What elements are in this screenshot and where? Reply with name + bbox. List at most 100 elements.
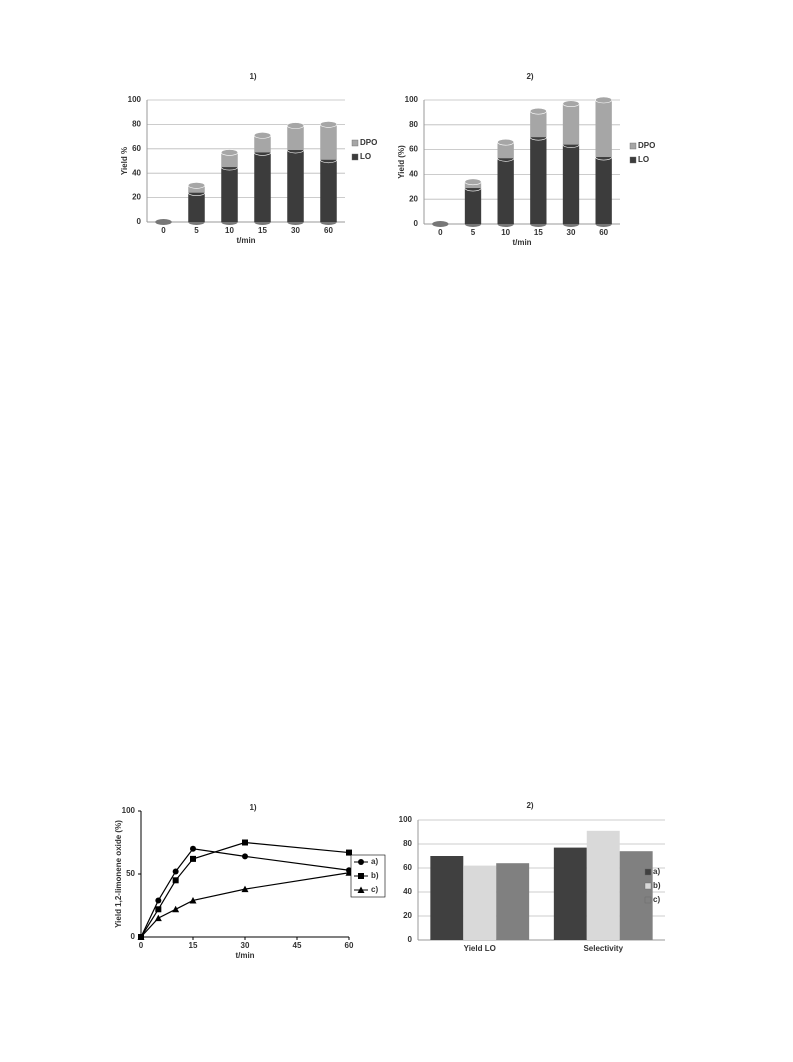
chart: 1) Yield % t/min 0 20 40 60 80 100 0 5 10 15 30 60 DPO L… bbox=[120, 72, 377, 245]
chart: 2) Yield (%) t/min 0 20 40 60 80 100 0 5 10 15 30 60 DP… bbox=[397, 72, 655, 247]
y-tick-label: 80 bbox=[403, 839, 412, 848]
x-axis-label: t/min bbox=[236, 236, 255, 245]
bar-segment bbox=[188, 192, 205, 222]
chart-title: 2) bbox=[526, 801, 533, 810]
x-tick-label: 60 bbox=[324, 226, 333, 235]
legend-label: LO bbox=[360, 152, 371, 161]
x-tick-label: 15 bbox=[189, 941, 198, 950]
x-tick-label: 15 bbox=[534, 228, 543, 237]
y-tick-label: 0 bbox=[408, 935, 413, 944]
legend-label: b) bbox=[653, 881, 661, 890]
legend-label: a) bbox=[371, 857, 378, 866]
legend-marker bbox=[357, 886, 365, 893]
cylinder-top bbox=[253, 132, 272, 139]
cylinder-top bbox=[464, 178, 482, 186]
marker bbox=[154, 914, 162, 922]
bar bbox=[619, 851, 653, 940]
line bbox=[140, 848, 350, 938]
bar-segment bbox=[254, 152, 271, 222]
y-axis-label: Yield 1,2-limonene oxide (%) bbox=[114, 820, 123, 928]
y-tick-label: 60 bbox=[403, 863, 412, 872]
y-axis-label: Yield (%) bbox=[397, 145, 406, 179]
bar-segment bbox=[497, 142, 514, 159]
cylinder-top bbox=[319, 121, 338, 128]
x-tick-label: 60 bbox=[599, 228, 608, 237]
cylinder-base bbox=[432, 221, 449, 227]
x-tick-label: 5 bbox=[471, 228, 476, 237]
y-tick-label: 0 bbox=[137, 217, 142, 226]
cylinder-top bbox=[187, 182, 206, 189]
legend-swatch bbox=[644, 896, 652, 904]
marker bbox=[189, 896, 197, 904]
bar bbox=[430, 856, 464, 940]
bar-segment bbox=[595, 100, 612, 158]
marker bbox=[242, 839, 248, 846]
marker bbox=[172, 868, 179, 875]
x-tick-label: 45 bbox=[293, 941, 302, 950]
x-tick-label: Selectivity bbox=[583, 944, 623, 953]
y-tick-label: 80 bbox=[409, 120, 418, 129]
x-tick-label: 30 bbox=[567, 228, 576, 237]
x-tick-label: 10 bbox=[501, 228, 510, 237]
legend-swatch bbox=[351, 153, 359, 161]
bar-segment bbox=[287, 150, 304, 222]
legend-swatch bbox=[644, 868, 652, 876]
marker bbox=[172, 905, 180, 913]
marker bbox=[137, 933, 145, 940]
y-tick-label: 100 bbox=[399, 815, 413, 824]
bar bbox=[553, 847, 587, 940]
bar-segment bbox=[188, 185, 205, 193]
line bbox=[140, 841, 350, 938]
bar-segment bbox=[497, 158, 514, 224]
bar-segment bbox=[320, 159, 337, 222]
marker bbox=[346, 849, 352, 856]
bar-segment bbox=[595, 157, 612, 224]
bar-segment bbox=[254, 135, 271, 153]
x-tick-label: 60 bbox=[345, 941, 354, 950]
y-tick-label: 20 bbox=[409, 194, 418, 203]
legend-label: b) bbox=[371, 871, 379, 880]
cylinder-top bbox=[220, 149, 239, 156]
legend-label: LO bbox=[638, 155, 649, 164]
y-tick-label: 40 bbox=[409, 170, 418, 179]
y-tick-label: 40 bbox=[403, 887, 412, 896]
bar-segment bbox=[221, 152, 238, 168]
marker bbox=[172, 877, 179, 884]
chart-title: 1) bbox=[249, 803, 256, 812]
y-axis-label: Yield % bbox=[120, 147, 129, 175]
chart: 1) Yield 1,2-limonene oxide (%) t/min 0 50 10… bbox=[114, 803, 386, 960]
y-tick-label: 20 bbox=[132, 193, 141, 202]
x-tick-label: 30 bbox=[241, 941, 250, 950]
bar-segment bbox=[287, 125, 304, 151]
cylinder-base bbox=[155, 219, 172, 225]
bar-segment bbox=[530, 137, 547, 224]
marker bbox=[241, 885, 249, 893]
bar-segment bbox=[562, 103, 580, 145]
legend-swatch bbox=[629, 142, 637, 150]
x-tick-label: 10 bbox=[225, 226, 234, 235]
y-tick-label: 80 bbox=[132, 120, 141, 129]
marker bbox=[190, 845, 196, 852]
bar-segment bbox=[530, 111, 547, 138]
y-tick-label: 100 bbox=[122, 806, 136, 815]
x-axis-label: t/min bbox=[512, 238, 531, 247]
marker bbox=[190, 855, 196, 862]
x-tick-label: 0 bbox=[438, 228, 443, 237]
y-tick-label: 0 bbox=[131, 932, 136, 941]
bar bbox=[463, 865, 497, 940]
bar-segment bbox=[221, 167, 238, 222]
bar-segment bbox=[320, 124, 337, 160]
cylinder-top bbox=[286, 122, 305, 129]
legend-swatch bbox=[351, 139, 359, 147]
legend-marker bbox=[358, 873, 364, 879]
cylinder-top bbox=[497, 138, 515, 146]
x-tick-label: 30 bbox=[291, 226, 300, 235]
legend-swatch bbox=[644, 882, 652, 890]
legend-label: DPO bbox=[360, 138, 377, 147]
cylinder-top bbox=[595, 96, 613, 104]
bar bbox=[586, 830, 620, 940]
x-tick-label: Yield LO bbox=[464, 944, 496, 953]
legend-swatch bbox=[629, 156, 637, 164]
